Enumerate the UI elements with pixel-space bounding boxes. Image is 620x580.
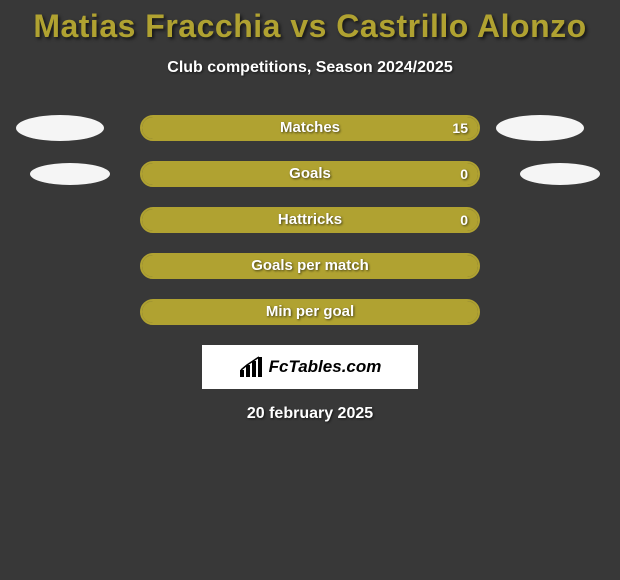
stat-bar: Hattricks0 [140,207,480,233]
stat-bar: Goals per match [140,253,480,279]
page-subtitle: Club competitions, Season 2024/2025 [0,59,620,77]
stat-bar: Min per goal [140,299,480,325]
stat-row: Matches15 [0,115,620,141]
stat-label: Hattricks [142,209,478,231]
stat-label: Matches [142,117,478,139]
site-badge[interactable]: FcTables.com [202,345,418,389]
comparison-card: Matias Fracchia vs Castrillo Alonzo Club… [0,0,620,580]
stat-value: 15 [452,117,468,139]
bars-icon [239,356,265,378]
stat-row: Goals per match [0,253,620,279]
stat-label: Goals [142,163,478,185]
avatar-right [496,115,584,141]
badge-text: FcTables.com [269,357,382,377]
badge-inner: FcTables.com [239,356,382,378]
date-label: 20 february 2025 [0,405,620,423]
stat-bar: Matches15 [140,115,480,141]
stat-label: Min per goal [142,301,478,323]
stat-label: Goals per match [142,255,478,277]
page-title: Matias Fracchia vs Castrillo Alonzo [0,0,620,45]
stat-value: 0 [460,163,468,185]
stat-row: Hattricks0 [0,207,620,233]
avatar-left [30,163,110,185]
stat-row: Goals0 [0,161,620,187]
stat-value: 0 [460,209,468,231]
avatar-right [520,163,600,185]
avatar-left [16,115,104,141]
stat-row: Min per goal [0,299,620,325]
stat-bar: Goals0 [140,161,480,187]
stats-section: Matches15Goals0Hattricks0Goals per match… [0,115,620,325]
